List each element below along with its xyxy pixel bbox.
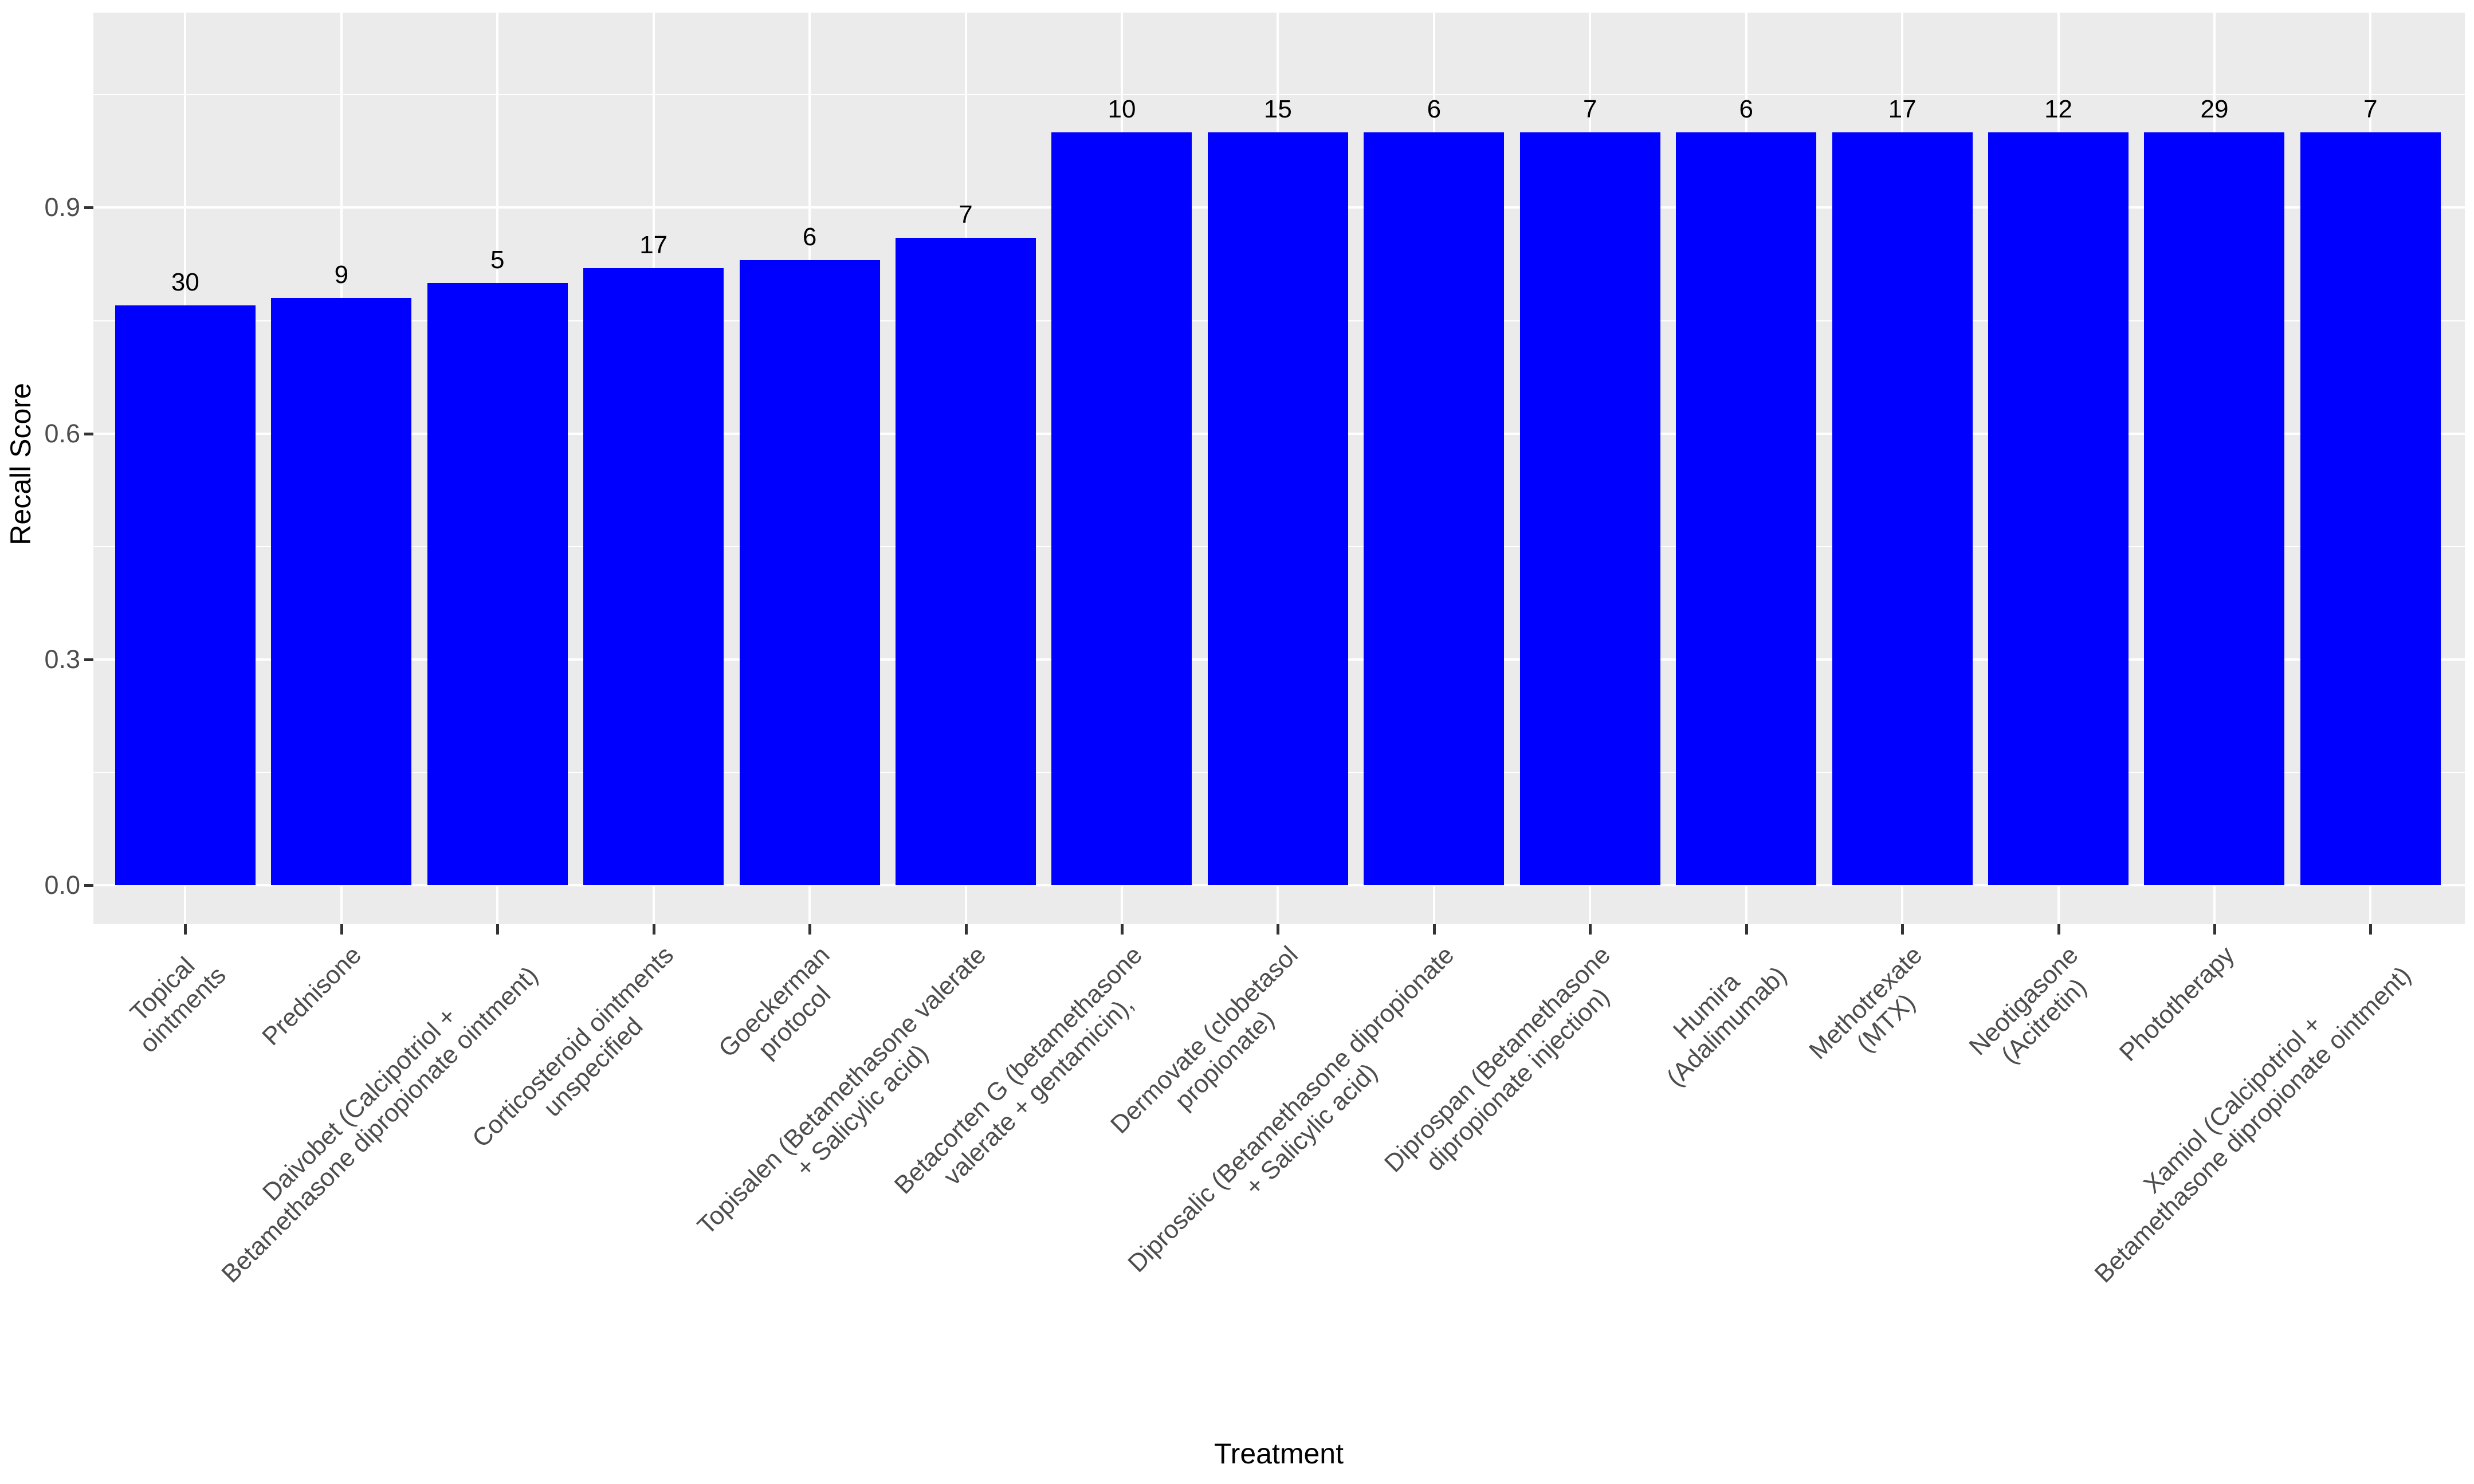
bar-value-label: 7: [1583, 95, 1597, 123]
bar-value-label: 10: [1108, 95, 1136, 123]
h-gridline-minor: [93, 94, 2465, 96]
bar: [739, 260, 880, 885]
x-tick-label-text: Phototherapy: [2114, 941, 2240, 1067]
x-tick-label-text: Prednisone: [257, 941, 367, 1051]
x-tick-label-text: Humira (Adalimumab): [1661, 961, 1792, 1092]
x-tick-label-text: Methotrexate (MTX): [1804, 941, 1928, 1065]
x-tick-mark: [1901, 924, 1904, 935]
x-axis-title: Treatment: [1214, 1438, 1344, 1470]
h-gridline-major: [93, 884, 2465, 886]
bar: [427, 283, 568, 885]
x-tick-mark: [340, 924, 343, 935]
bar-value-label: 9: [334, 261, 349, 289]
y-tick-label: 0.9: [44, 193, 80, 222]
x-tick-mark: [652, 924, 655, 935]
bar-value-label: 29: [2200, 95, 2229, 123]
bar: [115, 305, 256, 885]
bar-value-label: 6: [802, 223, 817, 251]
y-tick-mark: [84, 884, 93, 887]
x-tick-mark: [1277, 924, 1280, 935]
bar-value-label: 17: [1888, 95, 1917, 123]
bar: [1988, 132, 2129, 885]
bar: [896, 238, 1036, 885]
y-tick-mark: [84, 658, 93, 661]
x-tick-mark: [184, 924, 187, 935]
bar-value-label: 15: [1263, 95, 1292, 123]
bar-value-label: 30: [171, 268, 199, 296]
x-tick-label-text: Xamiol (Calcipotriol + Betamethasone dip…: [2089, 961, 2417, 1289]
bar: [1364, 132, 1505, 885]
y-tick-label: 0.6: [44, 418, 80, 448]
x-tick-mark: [1432, 924, 1436, 935]
bar: [1207, 132, 1348, 885]
bar-value-label: 12: [2044, 95, 2073, 123]
x-tick-mark: [496, 924, 500, 935]
plot-area: 30 9 5 17 6 7 10 15 6 7 6 17 12 29 7: [93, 13, 2465, 924]
bar: [2144, 132, 2285, 885]
bar: [2300, 132, 2441, 885]
x-tick-mark: [2057, 924, 2060, 935]
x-tick-label-text: Topical ointments: [124, 952, 231, 1058]
bar: [1832, 132, 1973, 885]
x-tick-mark: [1120, 924, 1124, 935]
y-tick-mark: [84, 206, 93, 210]
bar-value-label: 7: [959, 201, 973, 229]
bar: [1051, 132, 1192, 885]
x-tick-mark: [1589, 924, 1592, 935]
y-tick-label: 0.0: [44, 870, 80, 900]
y-tick-mark: [84, 432, 93, 435]
x-tick-mark: [964, 924, 968, 935]
x-tick-label-text: Goeckerman protocol: [713, 941, 837, 1064]
bar-value-label: 5: [490, 246, 505, 274]
bar: [1519, 132, 1660, 885]
bar-value-label: 7: [2363, 95, 2378, 123]
bar: [271, 298, 412, 885]
bar: [1676, 132, 1817, 885]
bar-value-label: 6: [1427, 95, 1442, 123]
x-tick-label-text: Topisalen (Betamethasone valerate + Sali…: [692, 941, 992, 1240]
x-tick-label-text: Neotigasone (Acitretin): [1964, 941, 2092, 1069]
bar: [583, 268, 724, 885]
y-tick-label: 0.3: [44, 644, 80, 674]
bar-value-label: 17: [639, 231, 668, 259]
x-tick-mark: [1745, 924, 1748, 935]
bar-value-label: 6: [1739, 95, 1753, 123]
x-tick-mark: [808, 924, 812, 935]
x-tick-mark: [2213, 924, 2216, 935]
x-tick-mark: [2369, 924, 2373, 935]
y-axis-title: Recall Score: [5, 383, 37, 545]
